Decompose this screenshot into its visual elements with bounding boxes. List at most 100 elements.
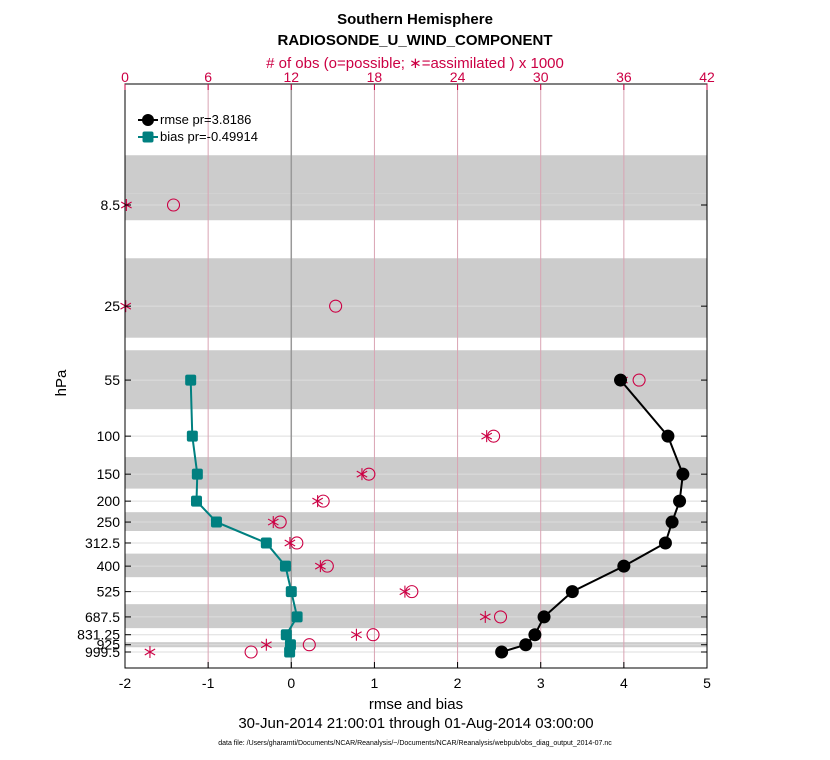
rmse-point [528,628,542,642]
data-file-footnote: data file: /Users/gharamti/Documents/NCA… [218,740,612,747]
chart-subtitle: RADIOSONDE_U_WIND_COMPONENT [277,32,552,49]
rmse-point [676,467,690,481]
obs-assimilated-marker [314,560,326,573]
y-tick-label: 687.5 [85,609,120,625]
bias-point [191,495,203,507]
y-tick-label: 150 [97,466,121,482]
rmse-point [565,585,579,599]
rmse-point [519,638,533,652]
legend: rmse pr=3.8186 bias pr=-0.49914 [138,112,258,144]
y-tick-label: 25 [104,298,120,314]
plot-frame [124,83,708,669]
legend-rmse-marker [142,114,154,126]
x-tick-label: 2 [454,675,462,691]
asterisk-stroke [350,631,362,639]
obs-possible-marker [632,373,646,387]
asterisk-stroke [260,641,272,649]
obs-assimilated-marker [479,610,491,623]
shaded-band [125,258,707,338]
asterisk-stroke [267,518,279,526]
bias-point [279,560,291,572]
y-tick-label: 55 [104,372,120,388]
x-tick-label: 4 [620,675,628,691]
obs-possible-marker [493,610,508,624]
x-tick-label: 0 [287,675,295,691]
y-tick-label: 925 [97,637,121,653]
top-tick-label: 18 [367,69,383,85]
series-lines [185,373,690,659]
obs-assimilated-marker [312,495,324,508]
obs-assimilated-marker [144,646,156,658]
obs-assimilated-marker [350,628,362,641]
asterisk-stroke [284,539,296,547]
obs-assimilated-marker [399,585,411,598]
shaded-band [125,155,707,194]
y-tick-label: 831.25 [77,627,120,643]
obs-assimilated-marker [481,430,493,443]
obs-possible-marker [302,638,316,652]
rmse-point [658,536,672,550]
asterisk-stroke [356,470,368,478]
bias-point [285,586,297,598]
rmse-point [537,610,551,624]
bias-point [280,629,292,641]
y-axis-label: hPa [53,369,70,396]
obs-possible-marker [166,198,181,212]
top-axis-label: # of obs (o=possible; ∗=assimilated ) x … [266,55,564,72]
shaded-band [125,193,707,221]
y-tick-label: 999.5 [85,644,120,660]
shaded-band [125,604,707,629]
legend-bias-label: bias pr=-0.49914 [160,129,258,144]
obs-assimilated-marker [260,638,272,651]
x-axis-label: rmse and bias [369,696,463,713]
x-tick-label: -2 [119,675,132,691]
x-tick-label: -1 [202,675,215,691]
shaded-band [125,553,707,578]
rmse-point [673,494,687,508]
obs-assimilated-marker [267,516,279,529]
top-tick-label: 6 [204,69,212,85]
y-tick-label: 525 [97,584,121,600]
top-tick-label: 0 [121,69,129,85]
top-tick-label: 12 [283,69,299,85]
asterisk-stroke [314,562,326,570]
asterisk-stroke [144,648,156,656]
axes: -2 -1 0 1 2 3 4 50 6 12 18 24 30 36 428.52555100150200… [77,69,715,691]
rmse-point [661,429,675,443]
rmse-point [665,515,679,529]
y-tick-label: 400 [97,558,121,574]
bias-point [191,468,203,480]
rmse-point [617,559,631,573]
date-range: 30-Jun-2014 21:00:01 through 01-Aug-2014… [238,715,593,732]
legend-rmse-label: rmse pr=3.8186 [160,112,251,127]
top-tick-label: 36 [616,69,632,85]
bias-point [284,646,296,658]
rmse-point [614,373,628,387]
top-tick-label: 30 [533,69,549,85]
x-tick-label: 5 [703,675,711,691]
asterisk-stroke [312,497,324,505]
y-tick-label: 250 [97,514,121,530]
x-tick-label: 1 [371,675,379,691]
obs-markers [120,198,646,659]
obs-assimilated-marker [284,536,296,549]
obs-possible-marker [366,628,380,642]
obs-possible-marker [244,645,258,659]
y-tick-label: 8.5 [101,197,121,213]
bias-point [260,537,272,549]
shaded-band [125,457,707,489]
chart-title: Southern Hemisphere [337,11,493,28]
bias-point [186,430,198,442]
shaded-bands [125,155,707,648]
asterisk-stroke [479,613,491,621]
obs-assimilated-marker [356,468,368,481]
asterisk-stroke [481,432,493,440]
y-tick-label: 200 [97,493,121,509]
asterisk-stroke [399,588,411,596]
top-tick-label: 24 [450,69,466,85]
legend-bias-marker [142,131,154,143]
y-tick-label: 312.5 [85,535,120,551]
top-tick-label: 42 [699,69,715,85]
x-tick-label: 3 [537,675,545,691]
